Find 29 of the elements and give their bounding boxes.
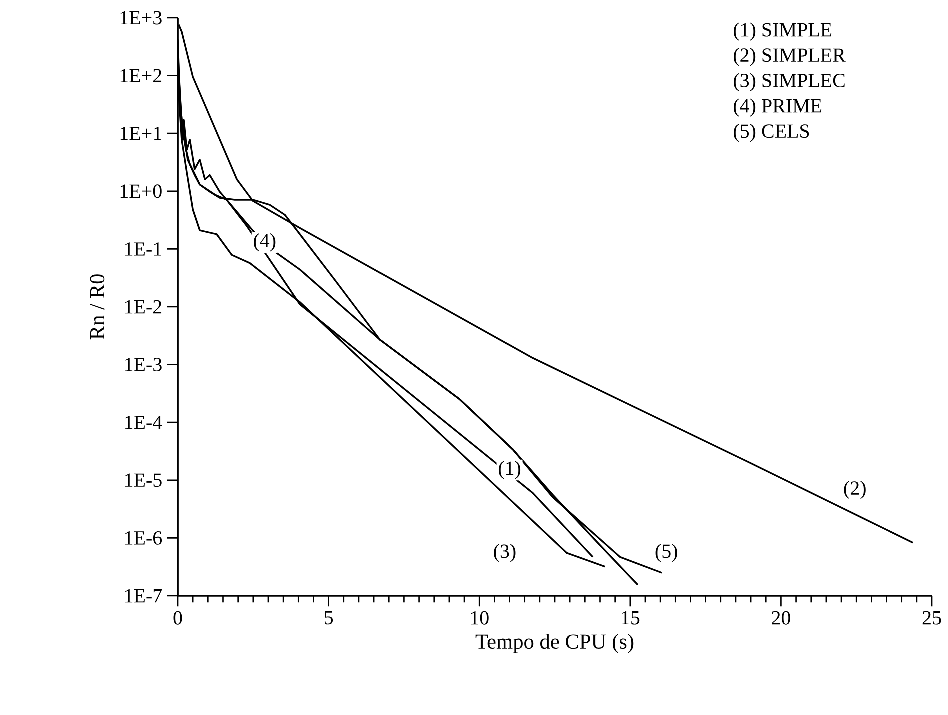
x-tick-label: 5 xyxy=(324,611,334,625)
y-tick-label: 1E-7 xyxy=(126,589,162,603)
annotation: (5) xyxy=(656,544,678,562)
x-axis-title: Tempo de CPU (s) xyxy=(476,634,634,654)
annotation: (2) SIMPLER xyxy=(734,48,846,66)
x-tick-label: 15 xyxy=(622,611,640,625)
y-tick-label: 1E-5 xyxy=(126,474,162,488)
y-tick-label: 1E-4 xyxy=(126,416,162,430)
annotation: (4) PRIME xyxy=(734,98,822,117)
annotation: (5) CELS xyxy=(734,124,810,142)
annotation: (3) xyxy=(494,544,516,562)
y-axis-title: Rn / R0 xyxy=(90,274,105,340)
annotation: (2) xyxy=(844,481,866,500)
annotation: (1) xyxy=(498,461,521,480)
x-tick-label: 25 xyxy=(922,611,942,625)
y-tick-label: 1E+3 xyxy=(120,11,162,25)
x-tick-label: 20 xyxy=(772,611,790,625)
y-tick-label: 1E+2 xyxy=(120,69,162,82)
x-tick-label: 0 xyxy=(174,611,182,625)
y-tick-label: 1E-1 xyxy=(126,242,162,256)
y-tick-label: 1E-6 xyxy=(126,531,162,545)
x-tick-label: 10 xyxy=(471,611,489,625)
annotation: (4) xyxy=(254,234,276,252)
y-tick-label: 1E+1 xyxy=(120,127,162,140)
y-tick-label: 1E-3 xyxy=(126,358,162,372)
annotation: (3) SIMPLEC xyxy=(734,73,845,92)
annotation: (1) SIMPLE xyxy=(734,22,832,41)
y-tick-label: 1E-2 xyxy=(126,300,162,314)
y-tick-label: 1E+0 xyxy=(120,184,162,198)
